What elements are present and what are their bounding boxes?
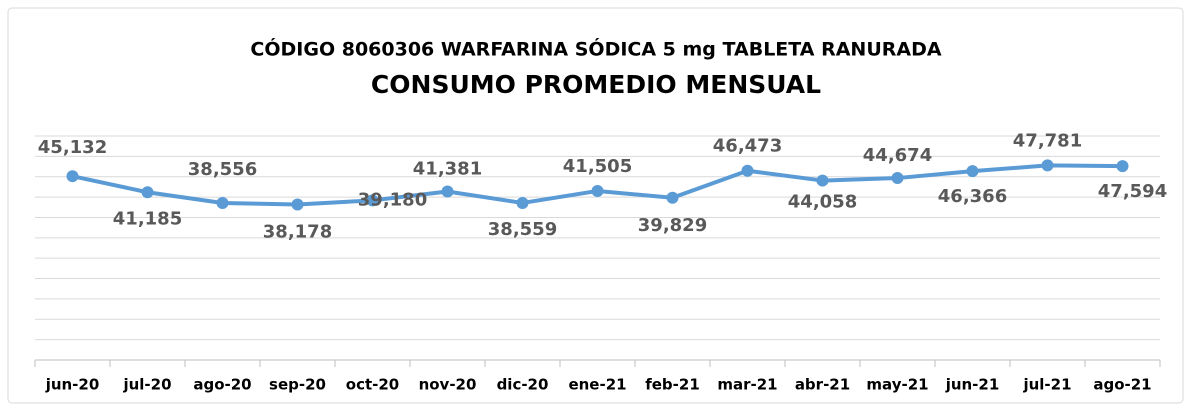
data-label: 44,058 — [788, 192, 857, 213]
data-label: 46,473 — [713, 136, 782, 157]
marker — [591, 184, 604, 197]
data-label: 41,381 — [413, 158, 482, 179]
data-label: 45,132 — [38, 137, 107, 158]
x-tick-label: jun-21 — [945, 376, 1000, 394]
data-label: 47,594 — [1098, 181, 1167, 202]
marker — [441, 185, 454, 198]
marker — [366, 194, 379, 207]
x-tick-label: jul-21 — [1022, 376, 1071, 394]
x-tick-label: jul-20 — [122, 376, 171, 394]
data-label: 47,781 — [1013, 130, 1082, 151]
data-label: 41,505 — [563, 156, 632, 177]
x-tick-label: ago-21 — [1093, 376, 1151, 394]
chart-title: CÓDIGO 8060306 WARFARINA SÓDICA 5 mg TAB… — [250, 37, 941, 61]
x-tick-label: sep-20 — [269, 376, 326, 394]
marker — [741, 164, 754, 177]
marker — [1041, 159, 1054, 172]
data-label: 46,366 — [938, 186, 1007, 207]
x-tick-label: dic-20 — [497, 376, 549, 394]
marker — [816, 174, 829, 187]
data-label: 44,674 — [863, 145, 932, 166]
marker — [891, 172, 904, 185]
x-tick-label: ene-21 — [568, 376, 626, 394]
marker — [1116, 160, 1129, 173]
data-label: 39,180 — [358, 189, 427, 210]
data-label: 38,559 — [488, 219, 557, 240]
x-tick-label: mar-21 — [717, 376, 777, 394]
marker — [291, 198, 304, 211]
marker — [141, 186, 154, 199]
chart-subtitle: CONSUMO PROMEDIO MENSUAL — [371, 70, 821, 99]
x-tick-label: ago-20 — [193, 376, 251, 394]
x-tick-label: jun-20 — [45, 376, 100, 394]
x-tick-label: oct-20 — [346, 376, 399, 394]
x-tick-label: feb-21 — [645, 376, 700, 394]
x-tick-label: may-21 — [866, 376, 928, 394]
marker — [966, 165, 979, 178]
x-tick-label: nov-20 — [419, 376, 477, 394]
data-label: 38,556 — [188, 159, 257, 180]
marker — [516, 196, 529, 209]
data-label: 38,178 — [263, 222, 332, 243]
data-label: 41,185 — [113, 208, 182, 229]
marker — [666, 191, 679, 204]
marker — [66, 170, 79, 183]
marker — [216, 196, 229, 209]
chart-border — [7, 7, 1184, 404]
data-label: 39,829 — [638, 215, 707, 236]
x-tick-label: abr-21 — [795, 376, 850, 394]
